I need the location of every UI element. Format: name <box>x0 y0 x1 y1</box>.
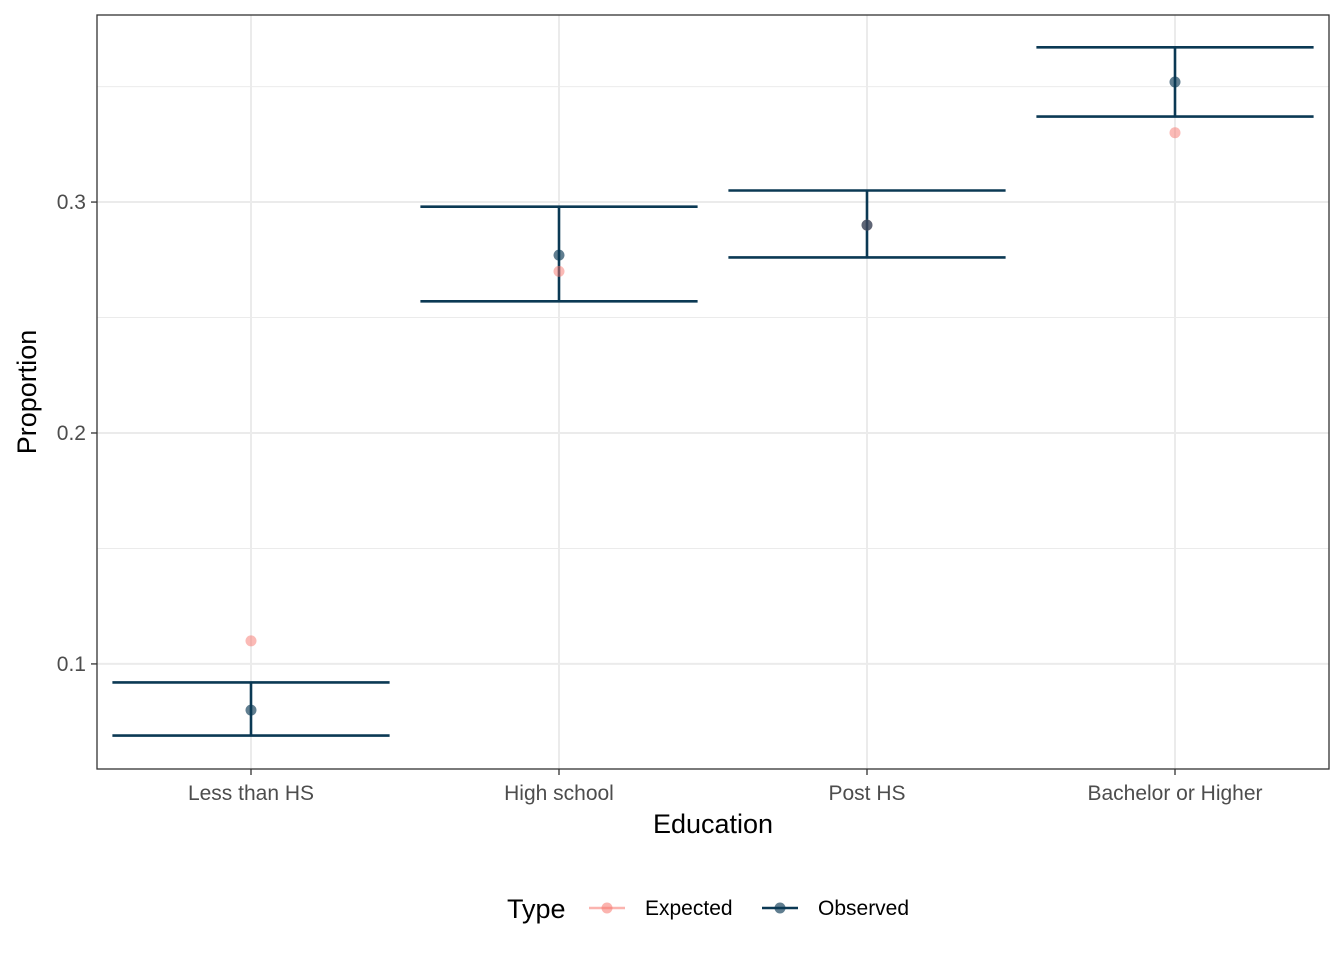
panel-border <box>96 14 1330 770</box>
points <box>245 76 1181 716</box>
legend-label-expected: Expected <box>645 897 733 920</box>
y-tick-label-2: 0.3 <box>57 191 86 214</box>
y-tick-label-1: 0.2 <box>57 422 86 445</box>
x-axis-title: Education <box>653 809 773 839</box>
grid-major <box>97 15 1329 769</box>
panel-background <box>97 15 1329 769</box>
point-observed-2 <box>861 219 873 231</box>
point-observed-0 <box>245 704 257 716</box>
legend: Type Expected Observed <box>507 894 909 924</box>
legend-label-observed: Observed <box>818 897 909 920</box>
point-expected-0 <box>245 635 257 647</box>
x-tick-label-2: Post HS <box>828 782 905 805</box>
x-tick-label-3: Bachelor or Higher <box>1087 782 1262 805</box>
legend-key-observed <box>762 902 798 914</box>
legend-key-expected <box>589 902 625 914</box>
point-observed-1 <box>553 249 565 261</box>
y-axis-title: Proportion <box>12 330 42 455</box>
x-axis: Less than HS High school Post HS Bachelor o… <box>188 769 1263 805</box>
x-tick-label-0: Less than HS <box>188 782 314 805</box>
legend-title: Type <box>507 894 566 924</box>
point-expected-1 <box>553 265 565 277</box>
y-tick-label-0: 0.1 <box>57 653 86 676</box>
x-tick-label-1: High school <box>504 782 614 805</box>
grid-minor <box>97 86 1329 549</box>
y-axis: 0.1 0.2 0.3 <box>57 191 97 676</box>
point-observed-3 <box>1169 76 1181 88</box>
point-expected-3 <box>1169 127 1181 139</box>
